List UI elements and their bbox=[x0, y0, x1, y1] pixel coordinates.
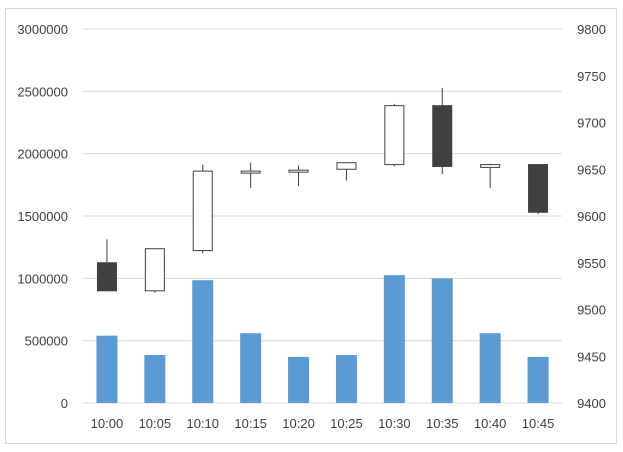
candle-body bbox=[288, 169, 309, 173]
candle-body bbox=[240, 170, 261, 174]
volume-bar bbox=[335, 355, 357, 403]
left-axis-tick-label: 1500000 bbox=[17, 209, 68, 224]
volume-bar bbox=[479, 333, 501, 403]
volume-bar bbox=[527, 356, 549, 403]
right-axis-tick-label: 9500 bbox=[577, 303, 606, 318]
left-axis-tick-label: 0 bbox=[61, 396, 68, 411]
candle-body bbox=[432, 105, 453, 167]
candle-body bbox=[144, 248, 165, 292]
volume-bar bbox=[96, 335, 118, 403]
right-axis-tick-label: 9450 bbox=[577, 349, 606, 364]
right-axis-tick-label: 9600 bbox=[577, 209, 606, 224]
x-axis-tick-label: 10:15 bbox=[234, 416, 267, 431]
x-axis-ticks: 10:00 10:05 10:10 10:15 10:20 10:25 10:30 10:35… bbox=[91, 416, 555, 431]
right-axis-tick-label: 9700 bbox=[577, 116, 606, 131]
left-axis-tick-label: 500000 bbox=[25, 334, 68, 349]
candle-body bbox=[480, 164, 501, 168]
candle-body bbox=[96, 262, 117, 292]
x-axis-tick-label: 10:20 bbox=[282, 416, 315, 431]
x-axis-tick-label: 10:35 bbox=[426, 416, 459, 431]
right-axis-tick-label: 9750 bbox=[577, 69, 606, 84]
right-axis-tick-label: 9550 bbox=[577, 256, 606, 271]
x-axis-tick-label: 10:05 bbox=[139, 416, 172, 431]
x-axis-tick-label: 10:45 bbox=[522, 416, 555, 431]
x-axis-tick-label: 10:40 bbox=[474, 416, 507, 431]
x-axis-tick-label: 10:30 bbox=[378, 416, 411, 431]
left-axis-tick-label: 1000000 bbox=[17, 271, 68, 286]
volume-bar bbox=[288, 356, 310, 403]
candle-body bbox=[192, 170, 213, 252]
left-axis-tick-label: 2000000 bbox=[17, 147, 68, 162]
right-axis-tick-label: 9400 bbox=[577, 396, 606, 411]
volume-bar bbox=[192, 280, 214, 403]
x-axis-tick-label: 10:25 bbox=[330, 416, 363, 431]
price-candles bbox=[96, 87, 549, 293]
left-axis-ticks: 3000000 2500000 2000000 1500000 1000000 50000… bbox=[17, 22, 68, 411]
candle-body bbox=[336, 162, 357, 170]
volume-bar bbox=[144, 355, 166, 403]
left-axis-tick-label: 3000000 bbox=[17, 22, 68, 37]
candle-body bbox=[528, 164, 549, 213]
right-axis-tick-label: 9800 bbox=[577, 22, 606, 37]
right-axis-ticks: 9800 9750 9700 9650 9600 9550 9500 9450 9400 bbox=[577, 22, 606, 411]
right-axis-tick-label: 9650 bbox=[577, 162, 606, 177]
volume-bar bbox=[240, 333, 262, 403]
x-axis-tick-label: 10:10 bbox=[186, 416, 219, 431]
volume-bar bbox=[431, 278, 453, 403]
volume-bars bbox=[96, 275, 549, 403]
volume-bar bbox=[383, 275, 405, 403]
x-axis-tick-label: 10:00 bbox=[91, 416, 124, 431]
candle-body bbox=[384, 105, 405, 166]
left-axis-tick-label: 2500000 bbox=[17, 84, 68, 99]
